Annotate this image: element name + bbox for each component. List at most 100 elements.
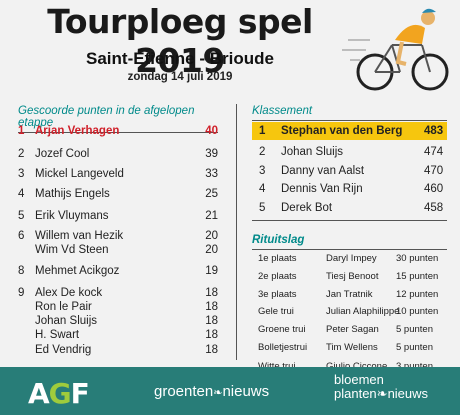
results-section: Rituitslag: [252, 234, 447, 250]
groentennieuws-logo[interactable]: groenten❧nieuws: [154, 383, 269, 400]
agf-logo-g: G: [48, 377, 72, 410]
agf-logo[interactable]: AGF: [28, 377, 90, 410]
list-item-name: Ed Vendrig: [35, 344, 92, 356]
page-title: Tourploeg spel 2019: [47, 2, 313, 80]
table-cell-place: 2e plaats: [258, 271, 297, 282]
list-item-rank: 1: [18, 125, 25, 137]
leaf-icon: ❧: [213, 387, 223, 399]
list-item-rank: 3: [18, 168, 25, 180]
list-item-points: 20: [205, 230, 218, 242]
stage-points-section: Gescoorde punten in de afgelopen etappe: [18, 105, 218, 133]
list-item-name: H. Swart: [35, 329, 80, 341]
logo-word-planten: planten: [334, 386, 377, 401]
table-cell-rank: 2: [259, 146, 266, 158]
table-cell-place: 3e plaats: [258, 289, 297, 300]
list-item-points: 19: [205, 265, 218, 277]
table-cell-rider: Jan Tratnik: [326, 289, 373, 300]
list-item-name: Jozef Cool: [35, 148, 90, 160]
table-cell-rank: 3: [259, 165, 266, 177]
table-cell-points: 474: [424, 146, 444, 158]
list-item-name: Alex De kock: [35, 287, 103, 299]
footer: AGF groenten❧nieuws bloemen planten❧nieu…: [0, 367, 460, 415]
list-item-points: 33: [205, 168, 218, 180]
table-cell-rank: 1: [259, 125, 266, 137]
table-cell-rider: Daryl Impey: [326, 253, 377, 264]
table-cell-points: 12 punten: [396, 289, 439, 300]
list-item-points: 18: [205, 329, 218, 341]
list-item-points: 20: [205, 244, 218, 256]
list-item-points: 18: [205, 315, 218, 327]
list-item-points: 39: [205, 148, 218, 160]
table-cell-rank: 4: [259, 183, 266, 195]
list-item-rank: 5: [18, 210, 25, 222]
logo-word-groenten: groenten: [154, 383, 214, 400]
agf-logo-a: A: [28, 377, 50, 410]
divider: [252, 120, 447, 121]
cyclist-illustration: [342, 8, 449, 91]
list-item-points: 25: [205, 188, 218, 200]
list-item-points: 18: [205, 344, 218, 356]
table-cell-place: Bolletjestrui: [258, 342, 308, 353]
list-item-points: 21: [205, 210, 218, 222]
list-item-points: 18: [205, 287, 218, 299]
table-cell-rank: 5: [259, 202, 266, 214]
classification-title: Klassement: [252, 105, 313, 117]
table-cell-place: Gele trui: [258, 306, 294, 317]
table-row: 1 Stephan van den Berg 483: [252, 122, 447, 140]
table-cell-rider: Julian Alaphilippe: [326, 306, 400, 317]
divider: [252, 249, 447, 250]
list-item-points: 40: [205, 125, 218, 137]
list-item-rank: 8: [18, 265, 25, 277]
table-cell-place: Witte trui: [258, 361, 295, 372]
table-cell-rider: Tiesj Benoot: [326, 271, 379, 282]
logo-word-nieuws: nieuws: [387, 386, 429, 401]
list-item-name: Mehmet Acikgoz: [35, 265, 120, 277]
vertical-divider: [236, 104, 237, 360]
list-item-rank: 6: [18, 230, 25, 242]
table-cell-points: 30 punten: [396, 253, 439, 264]
list-item-points: 18: [205, 301, 218, 313]
table-cell-rider: Peter Sagan: [326, 324, 379, 335]
list-item-name: Johan Sluijs: [35, 315, 98, 327]
agf-logo-f: F: [70, 377, 90, 410]
logo-word-bloemen: bloemen: [334, 372, 384, 387]
table-cell-place: Groene trui: [258, 324, 306, 335]
table-cell-rider: Giulio Ciccone: [326, 361, 387, 372]
list-item-rank: 4: [18, 188, 25, 200]
table-cell-points: 10 punten: [396, 306, 439, 317]
table-row: 4 Dennis Van Rijn 460: [252, 180, 447, 198]
divider: [18, 132, 218, 133]
table-row: 3 Danny van Aalst 470: [252, 162, 447, 180]
table-cell-points: 458: [424, 202, 444, 214]
classification-section: Klassement: [252, 105, 447, 121]
stage-name: Saint-Étienne - Brioude: [86, 49, 274, 68]
list-item-name: Willem van Hezik: [35, 230, 124, 242]
table-cell-points: 3 punten: [396, 361, 433, 372]
table-cell-name: Dennis Van Rijn: [281, 183, 363, 195]
table-cell-name: Johan Sluijs: [281, 146, 344, 158]
logo-word-nieuws: nieuws: [222, 383, 270, 400]
table-cell-name: Danny van Aalst: [281, 165, 365, 177]
bloemenplantennieuws-logo[interactable]: bloemen planten❧nieuws: [334, 373, 428, 401]
list-item-rank: 2: [18, 148, 25, 160]
list-item-rank: 9: [18, 287, 25, 299]
table-cell-points: 460: [424, 183, 444, 195]
table-row: 2 Johan Sluijs 474: [252, 143, 447, 161]
list-item-name: Arjan Verhagen: [35, 125, 120, 137]
table-cell-points: 483: [424, 125, 444, 137]
table-cell-points: 5 punten: [396, 324, 433, 335]
list-item-name: Ron le Pair: [35, 301, 92, 313]
table-cell-points: 470: [424, 165, 444, 177]
table-row: 5 Derek Bot 458: [252, 199, 447, 217]
table-cell-points: 15 punten: [396, 271, 439, 282]
header: Tourploeg spel 2019 Saint-Étienne - Brio…: [0, 0, 460, 95]
list-item-name: Wim Vd Steen: [35, 244, 109, 256]
table-cell-points: 5 punten: [396, 342, 433, 353]
list-item-name: Mathijs Engels: [35, 188, 110, 200]
leaf-icon: ❧: [376, 386, 388, 401]
table-cell-rider: Tim Wellens: [326, 342, 378, 353]
list-item-name: Erik Vluymans: [35, 210, 109, 222]
table-cell-name: Stephan van den Berg: [281, 125, 403, 137]
horizontal-divider: [252, 220, 447, 221]
stage-points-title: Gescoorde punten in de afgelopen etappe: [18, 105, 195, 129]
